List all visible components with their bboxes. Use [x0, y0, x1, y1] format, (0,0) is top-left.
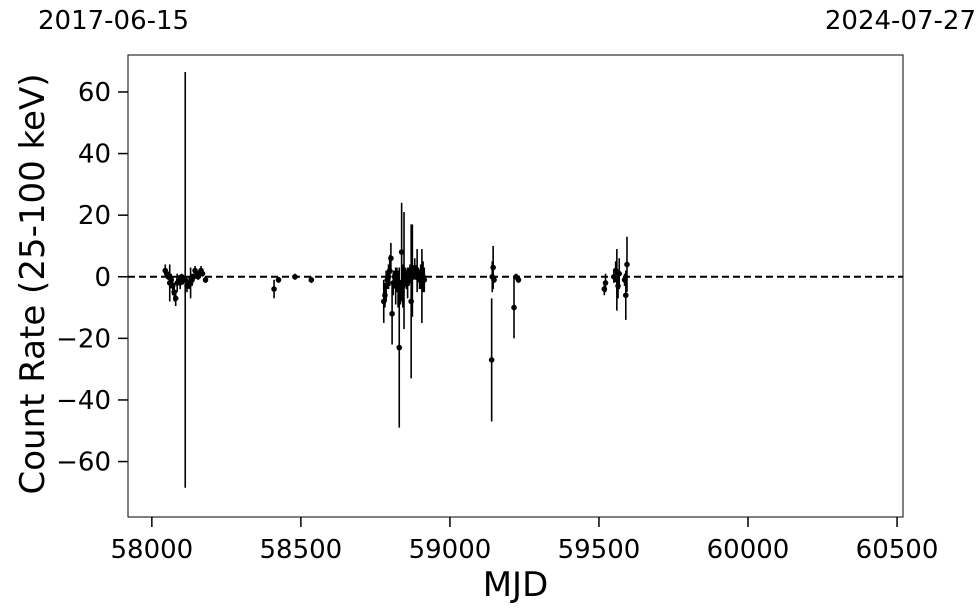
y-axis-ticks: −60 −40 −20 0 20 40 60 — [56, 78, 128, 478]
x-tick-label: 59000 — [409, 535, 492, 565]
data-point — [421, 277, 428, 283]
data-point — [275, 277, 282, 283]
data-point — [616, 270, 623, 277]
data-point — [400, 283, 406, 289]
data-point — [382, 292, 388, 299]
x-tick-label: 58500 — [260, 535, 343, 565]
data-point — [614, 277, 620, 283]
x-axis-label: MJD — [483, 565, 549, 605]
data-point — [615, 283, 621, 289]
x-tick-label: 58000 — [110, 535, 193, 565]
data-point — [404, 280, 411, 286]
data-point — [386, 267, 393, 274]
data-point — [292, 273, 298, 280]
data-point — [389, 310, 395, 317]
data-point — [408, 298, 414, 305]
data-point — [396, 344, 403, 351]
data-point — [168, 277, 175, 283]
data-point — [624, 261, 630, 268]
start-date-label: 2017-06-15 — [38, 6, 190, 36]
data-point — [621, 277, 628, 283]
y-tick-label: 40 — [78, 140, 111, 170]
end-date-label: 2024-07-27 — [824, 6, 976, 36]
data-point — [394, 277, 400, 283]
data-point — [490, 264, 496, 271]
data-point — [419, 283, 425, 289]
y-axis-label: Count Rate (25-100 keV) — [13, 74, 53, 495]
data-point — [172, 295, 179, 302]
y-tick-label: −20 — [56, 324, 111, 354]
data-point — [397, 289, 404, 295]
data-point — [271, 286, 277, 292]
data-markers — [162, 249, 630, 363]
data-point — [488, 357, 495, 363]
data-point — [169, 283, 176, 289]
data-point — [380, 298, 387, 305]
data-point — [202, 277, 209, 283]
data-point — [491, 277, 497, 283]
plot-frame — [127, 54, 904, 518]
data-point — [602, 280, 609, 286]
data-point — [308, 277, 315, 283]
data-point — [622, 292, 629, 299]
x-axis-ticks: 58000 58500 59000 59500 60000 60500 — [110, 517, 938, 565]
y-tick-label: 20 — [78, 201, 111, 231]
y-tick-label: −60 — [56, 448, 111, 478]
y-tick-label: 0 — [94, 263, 111, 293]
data-point — [401, 267, 407, 274]
data-point — [182, 277, 189, 283]
data-point — [199, 270, 206, 277]
data-point — [385, 273, 392, 280]
x-tick-label: 60500 — [856, 535, 939, 565]
x-tick-label: 59500 — [558, 535, 641, 565]
data-point — [511, 304, 517, 311]
plot-area — [128, 71, 903, 488]
y-tick-label: 60 — [78, 78, 111, 108]
data-point — [601, 286, 608, 292]
data-point — [388, 255, 394, 262]
data-point — [515, 277, 522, 283]
data-point — [398, 249, 405, 255]
x-tick-label: 60000 — [707, 535, 790, 565]
data-point — [383, 283, 389, 289]
y-tick-label: −40 — [56, 386, 111, 416]
data-point — [171, 289, 178, 295]
